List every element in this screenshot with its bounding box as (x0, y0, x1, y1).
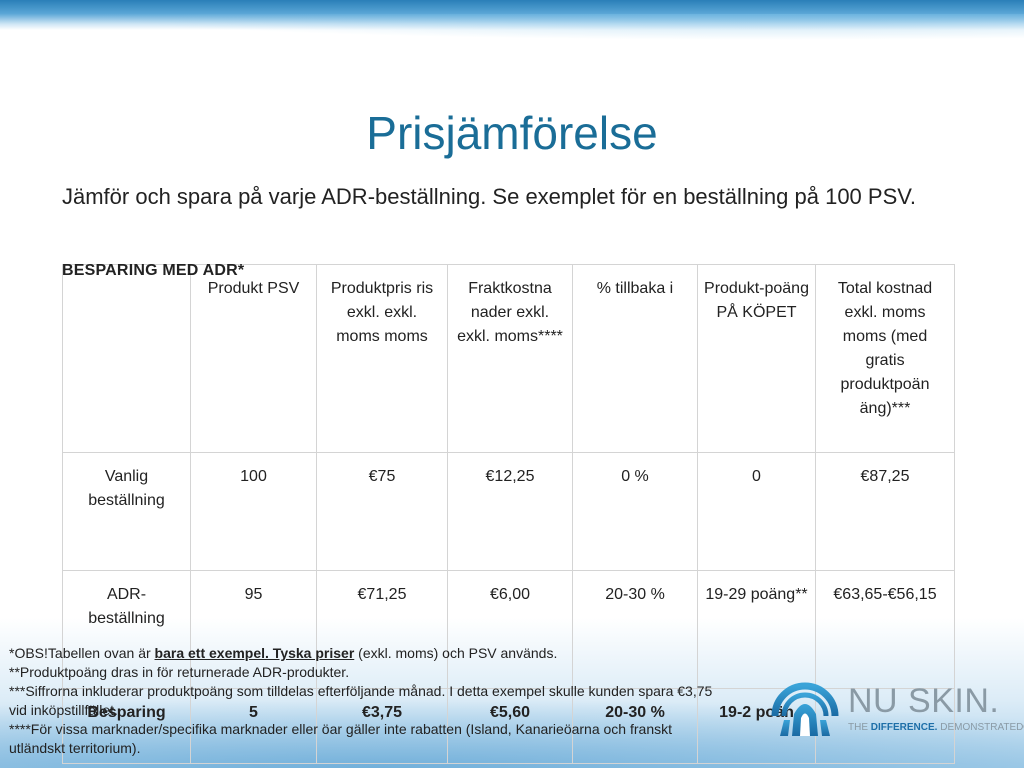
slide-title: Prisjämförelse (366, 107, 658, 159)
table-cell: €12,25 (447, 452, 573, 571)
footnote-text: *OBS!Tabellen ovan är (9, 645, 155, 661)
footnote-4: ****För vissa marknader/specifika markna… (9, 721, 672, 756)
summary-cell: 20-30 % (572, 688, 698, 764)
table-cell: 20-30 % (572, 570, 698, 689)
top-wave-highlight (0, 14, 1024, 54)
footnote-highlight: bara ett exempel. Tyska priser (154, 645, 355, 661)
table-row: Vanlig beställning 100 €75 €12,25 0 % 0 … (62, 452, 955, 571)
footnote-2: **Produktpoäng dras in för returnerade A… (9, 664, 350, 680)
nu-skin-logo: NU SKIN. THE DIFFERENCE. DEMONSTRATED® (770, 672, 1024, 744)
table-cell: 95 (190, 570, 317, 689)
header-cell: Produkt-poäng PÅ KÖPET (697, 264, 816, 453)
table-cell: 0 (697, 452, 816, 571)
slide-intro: Jämför och spara på varje ADR-beställnin… (62, 184, 917, 209)
header-cell: Produkt PSV (190, 264, 317, 453)
footnote-1: *OBS!Tabellen ovan är bara ett exempel. … (9, 644, 729, 663)
header-cell: % tillbaka i (572, 264, 698, 453)
header-cell: Total kostnad exkl. moms moms (med grati… (815, 264, 955, 453)
table-cell: 100 (190, 452, 317, 571)
table-summary-row: Besparing 5 €3,75 €5,60 20-30 % 19-2 poä… (62, 688, 955, 764)
tagline-accent: DIFFERENCE. (870, 722, 938, 733)
header-cell: Produktpris ris exkl. exkl. moms moms (316, 264, 448, 453)
table-cell: 0 % (572, 452, 698, 571)
footnotes: *OBS!Tabellen ovan är bara ett exempel. … (9, 644, 729, 758)
comparison-table: Produkt PSV Produktpris ris exkl. exkl. … (62, 264, 955, 764)
table-label: BESPARING MED ADR* (62, 262, 245, 279)
table-cell: Vanlig beställning (62, 452, 191, 571)
footnote-text: (exkl. moms) och PSV används. (354, 645, 558, 661)
footnote-3: ***Siffrorna inkluderar produktpoäng som… (9, 683, 713, 718)
table-cell: €87,25 (815, 452, 955, 571)
table-cell: €6,00 (447, 570, 573, 689)
tagline-text: DEMONSTRATED (937, 722, 1024, 733)
header-cell (62, 264, 191, 453)
nu-skin-emblem-icon (771, 682, 839, 736)
table-header-row: Produkt PSV Produktpris ris exkl. exkl. … (62, 264, 955, 453)
logo-brand-text: NU SKIN. (848, 682, 1000, 720)
table-cell: €75 (316, 452, 448, 571)
summary-cell (815, 688, 955, 764)
summary-cell: 5 (190, 688, 317, 764)
header-cell: Fraktkostna nader exkl. exkl. moms**** (447, 264, 573, 453)
table-cell: ADR-beställning (62, 570, 191, 689)
logo-tagline: THE DIFFERENCE. DEMONSTRATED® (848, 722, 1024, 733)
table-cell: €63,65-€56,15 (815, 570, 955, 689)
tagline-text: THE (848, 722, 871, 733)
table-row: ADR-beställning 95 €71,25 €6,00 20-30 % … (62, 570, 955, 689)
